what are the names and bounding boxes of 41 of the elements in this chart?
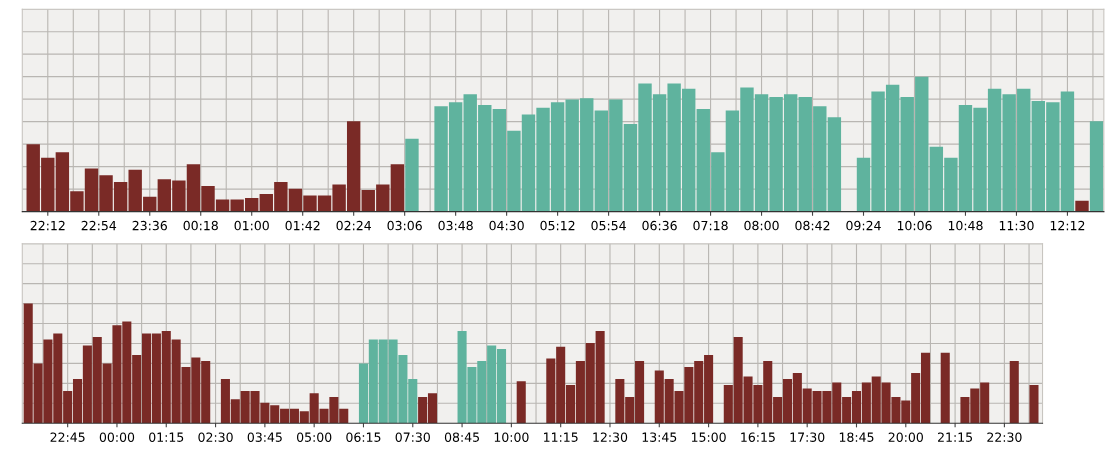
x-tick-label: 01:15 (149, 432, 184, 442)
x-tick-label: 11:30 (999, 220, 1034, 231)
x-tick-label: 22:30 (987, 432, 1022, 442)
x-tick-label: 03:48 (438, 220, 473, 231)
x-tick-label: 12:30 (593, 432, 628, 442)
x-tick-label: 07:18 (693, 220, 728, 231)
x-tick-label: 05:54 (591, 220, 626, 231)
x-tick-label: 01:00 (234, 220, 269, 231)
x-tick-label: 20:00 (888, 432, 923, 442)
x-tick-label: 22:45 (50, 432, 85, 442)
x-tick-label: 18:45 (839, 432, 874, 442)
x-tick-label: 01:42 (285, 220, 320, 231)
x-tick-label: 10:06 (897, 220, 932, 231)
x-tick-label: 03:06 (387, 220, 422, 231)
x-tick-label: 21:15 (938, 432, 973, 442)
x-tick-label: 02:24 (336, 220, 371, 231)
x-tick-label: 12:12 (1050, 220, 1085, 231)
x-tick-label: 13:45 (642, 432, 677, 442)
x-tick-label: 10:48 (948, 220, 983, 231)
x-tick-label: 06:15 (346, 432, 381, 442)
x-tick-label: 05:12 (540, 220, 575, 231)
x-tick-label: 10:00 (494, 432, 529, 442)
x-tick-label: 04:30 (489, 220, 524, 231)
x-tick-label: 17:30 (790, 432, 825, 442)
x-tick-label: 08:45 (444, 432, 479, 442)
x-tick-label: 00:00 (99, 432, 135, 442)
x-tick-label: 08:00 (744, 220, 779, 231)
x-tick-label: 05:00 (296, 432, 332, 442)
x-tick-label: 11:15 (544, 432, 578, 442)
x-tick-label: 09:24 (846, 220, 881, 231)
x-tick-label: 08:42 (795, 220, 830, 231)
x-tick-label: 23:36 (132, 220, 167, 231)
x-tick-label: 03:45 (247, 432, 282, 442)
x-tick-label: 06:36 (642, 220, 677, 231)
x-tick-label: 22:54 (81, 220, 117, 231)
x-tick-label: 00:18 (183, 220, 218, 231)
x-tick-label: 07:30 (395, 432, 430, 442)
x-tick-label: 16:15 (741, 432, 775, 442)
x-tick-label: 15:00 (691, 432, 726, 442)
x-tick-label: 22:12 (30, 220, 65, 231)
x-tick-label: 02:30 (198, 432, 233, 442)
